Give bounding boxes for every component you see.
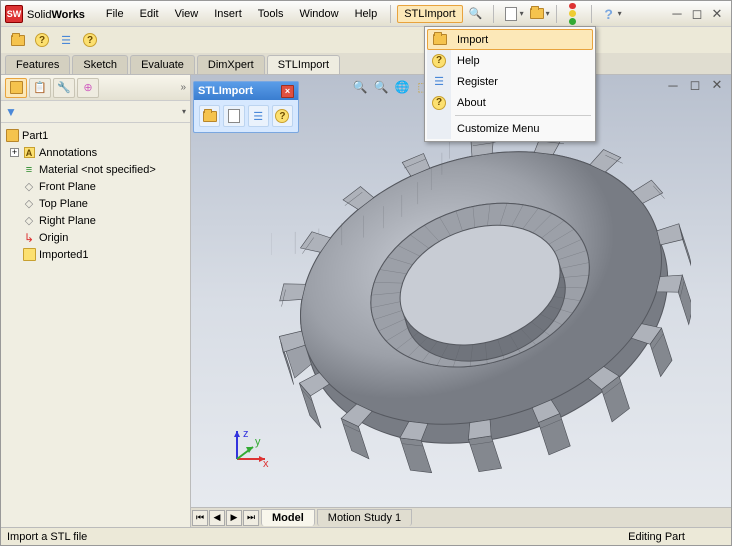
vp-zoom-fit-icon[interactable]: 🔍: [351, 78, 369, 96]
restore-button[interactable]: ◻: [687, 6, 707, 22]
new-doc-button[interactable]: [500, 3, 522, 25]
minimize-button[interactable]: ─: [667, 6, 687, 22]
bottom-nav: ⏮ ◀ ▶ ⏭: [191, 510, 259, 526]
traffic-icon[interactable]: [563, 3, 585, 25]
app-logo-icon: SW: [5, 5, 23, 23]
tree-material[interactable]: ≡ Material <not specified>: [3, 161, 188, 178]
tb-help-button[interactable]: ?: [31, 29, 53, 51]
tree-filter: ▼ ▾: [1, 101, 190, 123]
menu-window[interactable]: Window: [292, 5, 345, 23]
fp-doc-button[interactable]: [223, 105, 244, 127]
vp-zoom-area-icon[interactable]: 🔍: [372, 78, 390, 96]
ribbon-sketch[interactable]: Sketch: [72, 55, 128, 74]
open-button[interactable]: [526, 3, 548, 25]
triad-icon: z y x: [227, 425, 271, 469]
lp-tab-dim[interactable]: ⊕: [77, 78, 99, 98]
svg-text:x: x: [263, 458, 269, 469]
tree-root[interactable]: Part1: [3, 127, 188, 144]
status-right: Editing Part: [628, 531, 685, 543]
about-icon: ?: [431, 95, 447, 111]
gear-model: [271, 103, 691, 473]
tree-top-plane[interactable]: ◇ Top Plane: [3, 195, 188, 212]
dd-help[interactable]: ? Help: [427, 50, 593, 71]
dd-customize[interactable]: Customize Menu: [427, 118, 593, 139]
vp-minimize-button[interactable]: ─: [663, 77, 683, 93]
ribbon-features[interactable]: Features: [5, 55, 70, 74]
ribbon-tabs: Features Sketch Evaluate DimXpert STLImp…: [1, 53, 731, 75]
ribbon-stlimport[interactable]: STLImport: [267, 55, 340, 74]
viewport-bottom-tabs: ⏮ ◀ ▶ ⏭ Model Motion Study 1: [191, 507, 731, 527]
menu-bar: File Edit View Insert Tools Window Help …: [99, 3, 622, 25]
app-title: SolidWorks: [27, 6, 85, 21]
feature-tree: Part1 + A Annotations ≡ Material <not sp…: [1, 123, 190, 527]
menu-help[interactable]: Help: [348, 5, 385, 23]
title-bar: SW SolidWorks File Edit View Insert Tool…: [1, 1, 731, 27]
lp-tab-property[interactable]: 📋: [29, 78, 51, 98]
fp-import-button[interactable]: [199, 105, 220, 127]
nav-first-button[interactable]: ⏮: [192, 510, 208, 526]
menu-insert[interactable]: Insert: [207, 5, 249, 23]
tree-right-plane[interactable]: ◇ Right Plane: [3, 212, 188, 229]
nav-prev-button[interactable]: ◀: [209, 510, 225, 526]
status-bar: Import a STL file Editing Part: [1, 527, 731, 545]
search-icon[interactable]: 🔍: [465, 3, 487, 25]
lp-tab-feature[interactable]: [5, 78, 27, 98]
tree-annotations[interactable]: + A Annotations: [3, 144, 188, 161]
bottom-tab-model[interactable]: Model: [261, 509, 315, 526]
dd-import[interactable]: Import: [427, 29, 593, 50]
stlimport-dropdown: Import ? Help ☰ Register ? About Customi…: [424, 26, 596, 142]
nav-next-button[interactable]: ▶: [226, 510, 242, 526]
filter-dropdown-icon[interactable]: ▾: [182, 107, 186, 116]
vp-rotate-icon[interactable]: 🌐: [393, 78, 411, 96]
nav-last-button[interactable]: ⏭: [243, 510, 259, 526]
menu-tools[interactable]: Tools: [251, 5, 291, 23]
secondary-toolbar: ? ☰ ?: [1, 27, 731, 53]
help-icon: ?: [431, 53, 447, 69]
tree-front-plane[interactable]: ◇ Front Plane: [3, 178, 188, 195]
dd-about[interactable]: ? About: [427, 92, 593, 113]
fp-list-button[interactable]: ☰: [248, 105, 269, 127]
tb-folder-button[interactable]: [7, 29, 29, 51]
tree-origin[interactable]: ↳ Origin: [3, 229, 188, 246]
svg-text:y: y: [255, 436, 261, 448]
viewport-3d[interactable]: 🔍 🔍 🌐 ⬚ ⬓ ⬜ 👁 ● ▦ ─ ◻ ✕ STLImport × ☰: [191, 75, 731, 527]
funnel-icon: ▼: [5, 105, 17, 119]
register-icon: ☰: [431, 74, 447, 90]
bottom-tab-motion[interactable]: Motion Study 1: [317, 509, 412, 526]
help-button[interactable]: ?: [598, 3, 620, 25]
status-left: Import a STL file: [7, 531, 87, 543]
ribbon-evaluate[interactable]: Evaluate: [130, 55, 195, 74]
tree-imported[interactable]: Imported1: [3, 246, 188, 263]
tb-list-button[interactable]: ☰: [55, 29, 77, 51]
close-button[interactable]: ✕: [707, 6, 727, 22]
feature-tree-panel: 📋 🔧 ⊕ » ▼ ▾ Part1 + A Annotations ≡: [1, 75, 191, 527]
ribbon-dimxpert[interactable]: DimXpert: [197, 55, 265, 74]
menu-edit[interactable]: Edit: [133, 5, 166, 23]
dd-register[interactable]: ☰ Register: [427, 71, 593, 92]
menu-file[interactable]: File: [99, 5, 131, 23]
vp-close-button[interactable]: ✕: [707, 77, 727, 93]
lp-expand-icon[interactable]: »: [180, 82, 186, 93]
float-close-button[interactable]: ×: [281, 85, 294, 98]
vp-restore-button[interactable]: ◻: [685, 77, 705, 93]
float-panel-title: STLImport: [198, 85, 253, 97]
menu-stlimport[interactable]: STLImport: [397, 5, 462, 23]
folder-icon: [432, 32, 448, 48]
filter-input[interactable]: [21, 106, 182, 118]
lp-tab-config[interactable]: 🔧: [53, 78, 75, 98]
svg-text:z: z: [243, 428, 249, 440]
tb-about-button[interactable]: ?: [79, 29, 101, 51]
menu-view[interactable]: View: [168, 5, 206, 23]
